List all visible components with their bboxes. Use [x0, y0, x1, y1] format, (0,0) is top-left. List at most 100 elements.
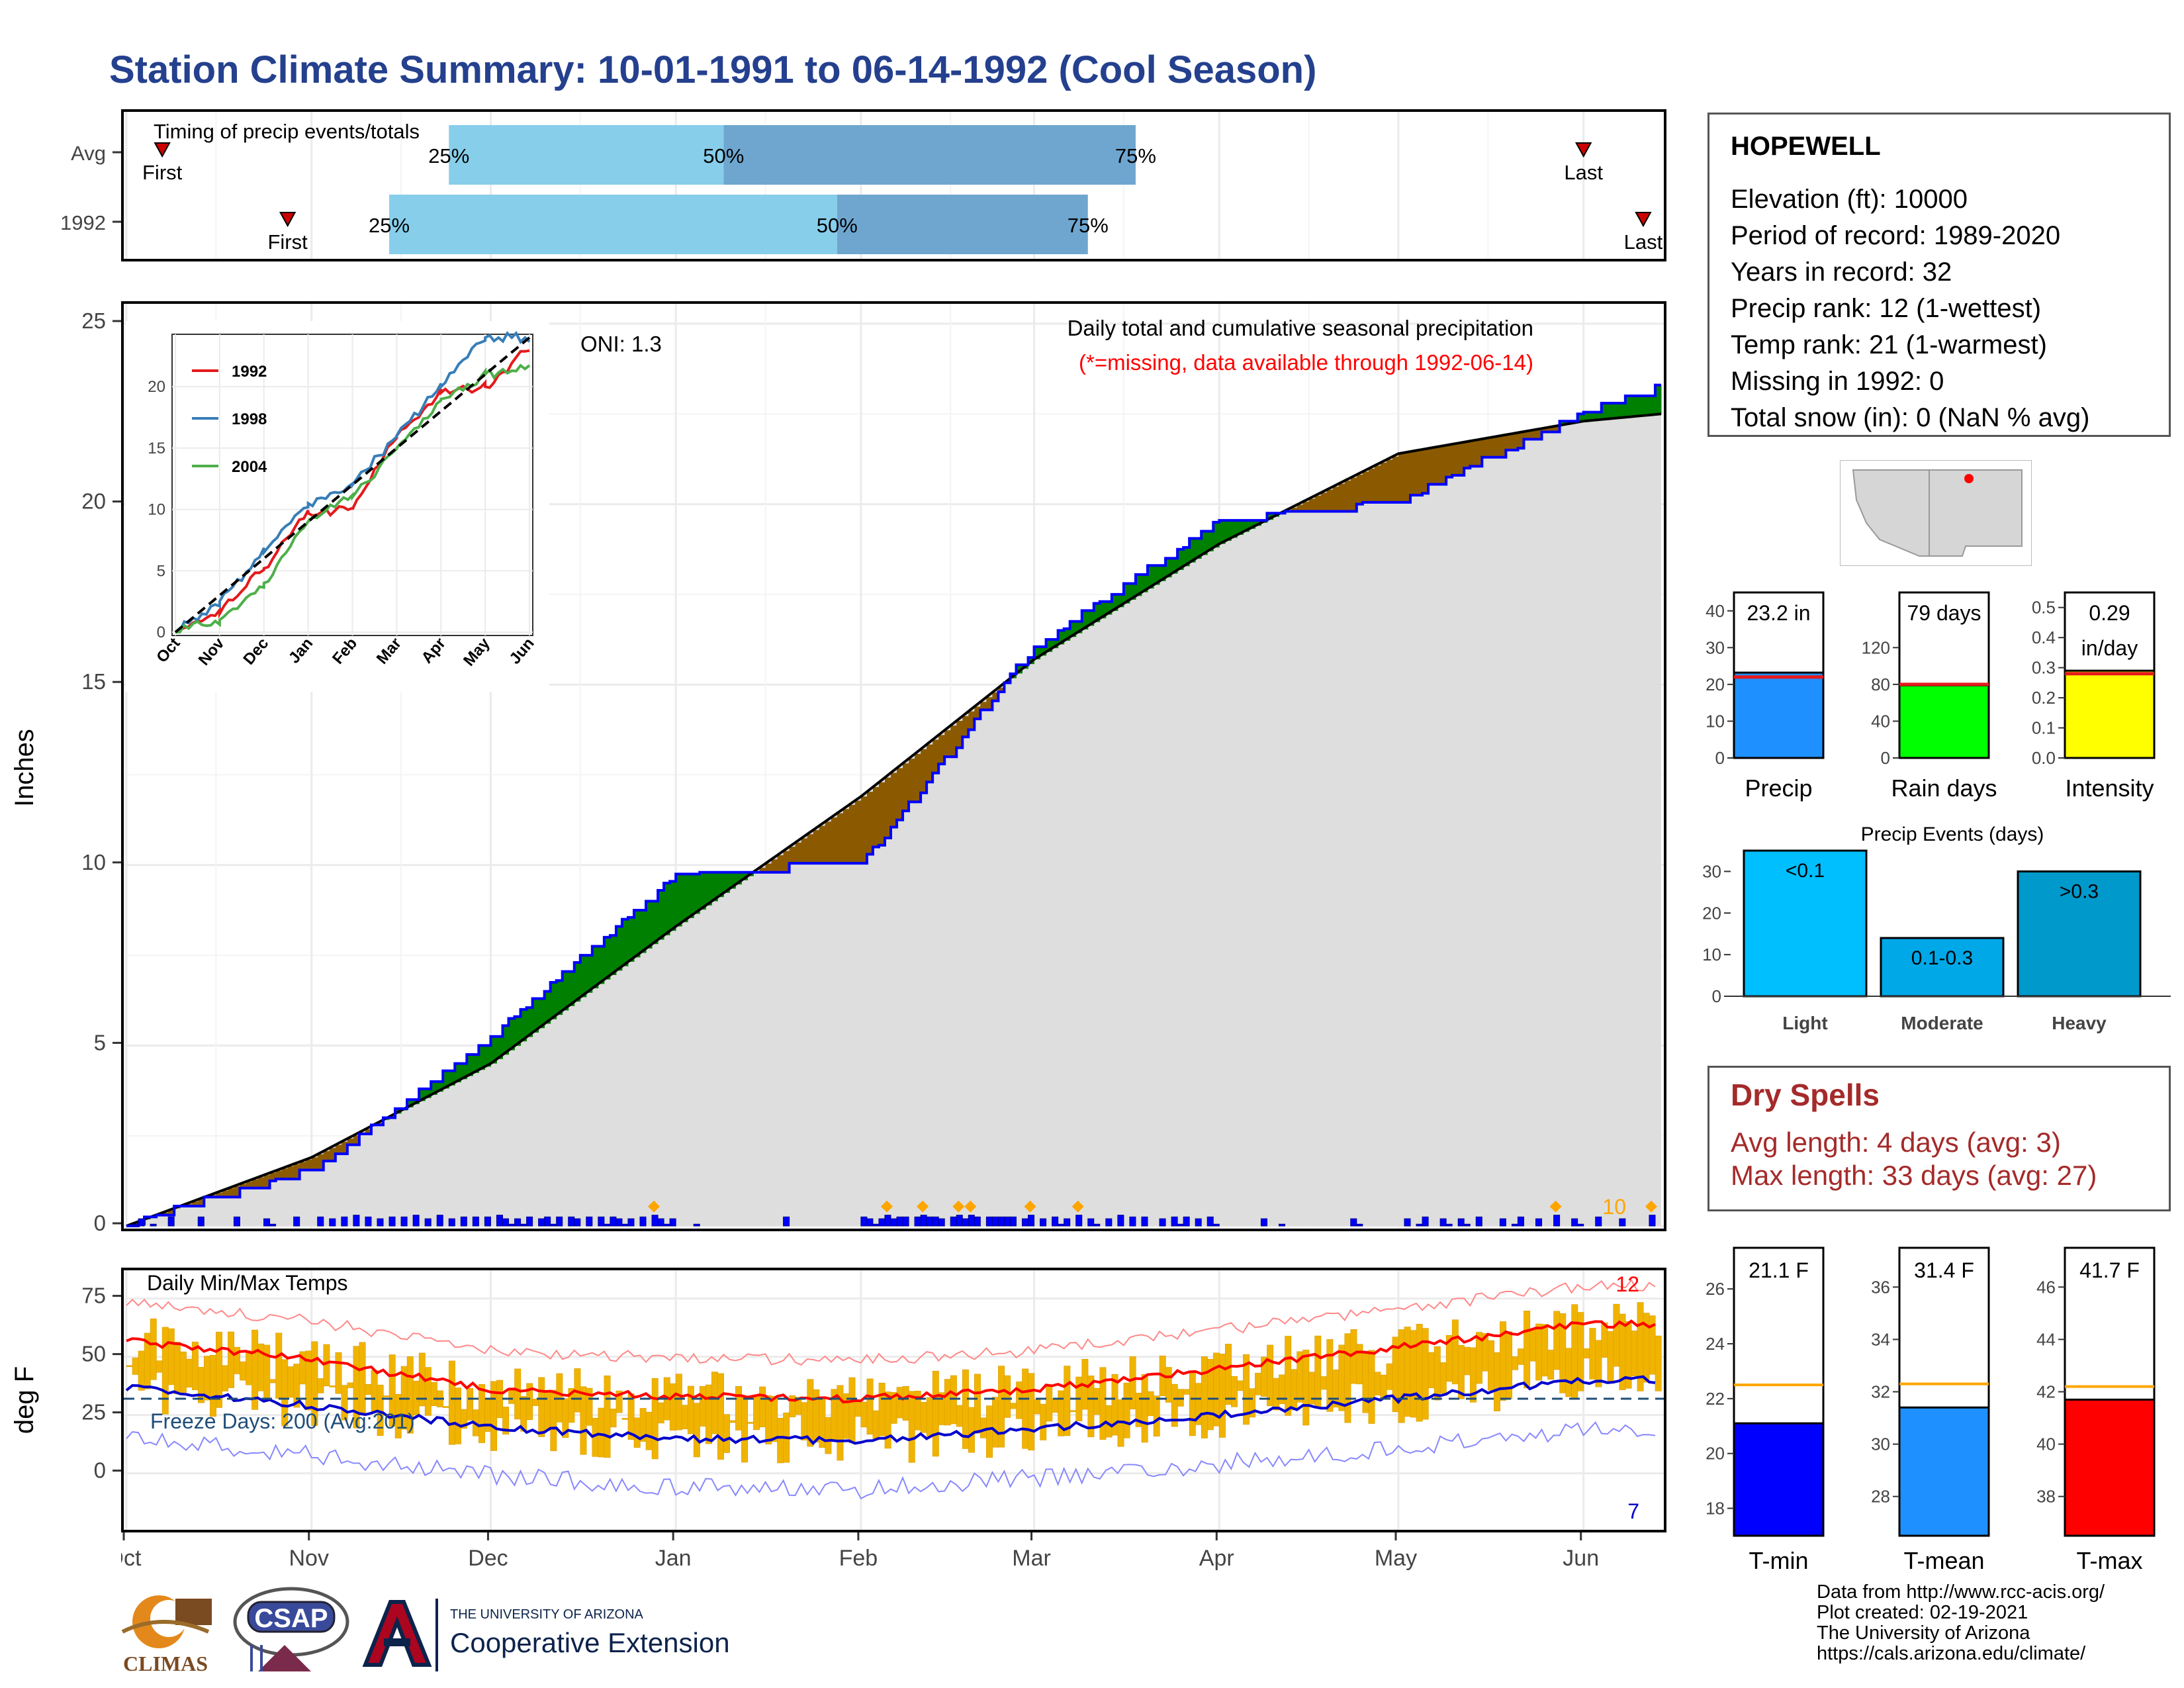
temp-bar-tick: 26 — [1706, 1279, 1725, 1299]
heavy-event-marker — [1024, 1200, 1036, 1213]
cumulative-diff-segment — [1302, 501, 1310, 512]
daily-temp-bar — [1249, 1388, 1256, 1418]
cumulative-diff-segment — [866, 792, 874, 855]
daily-temp-bar — [1016, 1382, 1023, 1419]
daily-temp-bar — [956, 1405, 963, 1427]
daily-precip-bar — [657, 1218, 664, 1227]
daily-precip-bar — [621, 1223, 629, 1227]
daily-temp-bar — [317, 1378, 324, 1393]
daily-temp-bar — [1314, 1335, 1322, 1407]
cumulative-diff-segment — [1081, 610, 1089, 630]
summary-value: 0.29 — [2089, 601, 2130, 625]
daily-precip-bar — [1105, 1218, 1113, 1227]
cumulative-diff-segment — [878, 782, 886, 845]
daily-precip-bar — [1416, 1223, 1423, 1227]
daily-temp-bar — [657, 1402, 664, 1424]
daily-temp-bar — [1595, 1340, 1602, 1387]
cumulative-diff-segment — [664, 883, 670, 935]
daily-temp-bar — [1518, 1348, 1525, 1365]
cumulative-diff-segment — [903, 763, 909, 812]
daily-temp-bar — [442, 1406, 449, 1408]
cumulative-diff-segment — [263, 1175, 271, 1188]
temp-bar-tick: 40 — [2036, 1434, 2056, 1454]
daily-temp-bar — [586, 1387, 593, 1426]
page-title: Station Climate Summary: 10-01-1991 to 0… — [109, 48, 1317, 91]
timing-last-label: Last — [1624, 230, 1663, 254]
daily-precip-bar — [610, 1216, 617, 1227]
temp-bar-tick: 42 — [2036, 1382, 2056, 1402]
cumulative-diff-segment — [933, 739, 939, 773]
inset-average-line — [174, 336, 531, 633]
month-label: Mar — [1012, 1546, 1051, 1571]
cumulative-diff-segment — [688, 874, 694, 918]
daily-precip-bar — [400, 1216, 408, 1227]
temp-bar-tick: 32 — [1871, 1382, 1890, 1402]
daily-temp-bar — [1607, 1331, 1614, 1384]
daily-precip-bar — [1195, 1218, 1202, 1227]
month-label: Oct — [121, 1546, 142, 1571]
daily-precip-bar — [1499, 1218, 1506, 1227]
event-bar-label: >0.3 — [2060, 880, 2099, 902]
daily-precip-bar — [377, 1218, 384, 1227]
daily-precip-bar — [872, 1223, 880, 1227]
temp-bar-tick: 22 — [1706, 1389, 1725, 1409]
cumulative-diff-segment — [1219, 520, 1226, 544]
summary-bar — [1898, 684, 1990, 759]
daily-temp-bar — [1541, 1324, 1549, 1377]
daily-temp-bar — [191, 1341, 199, 1390]
cumulative-diff-segment — [986, 697, 993, 710]
cumulative-diff-segment — [1386, 459, 1393, 502]
cumulative-diff-segment — [508, 1018, 516, 1051]
cumulative-diff-segment — [1308, 498, 1316, 512]
daily-temp-bar — [1457, 1344, 1465, 1399]
daily-precip-bar — [1093, 1223, 1101, 1227]
record-min-line — [126, 1421, 1656, 1500]
daily-temp-bar — [1093, 1387, 1101, 1415]
daily-temp-bar — [1099, 1367, 1107, 1440]
timing-75-label: 75% — [1115, 144, 1156, 167]
cumulative-diff-segment — [998, 687, 1005, 692]
inset-legend-label: 1992 — [232, 363, 267, 381]
cumulative-diff-segment — [735, 872, 742, 885]
credit-line: The University of Arizona — [1817, 1622, 2030, 1644]
cumulative-diff-segment — [586, 955, 593, 993]
timing-last-marker — [1635, 212, 1652, 228]
cumulative-diff-segment — [658, 890, 664, 940]
daily-precip-bar — [568, 1216, 575, 1227]
daily-precip-bar — [604, 1223, 611, 1227]
daily-temp-bar — [263, 1344, 271, 1398]
inset-x-tick: May — [460, 634, 494, 670]
daily-temp-bar — [741, 1395, 749, 1463]
observed-cumulative-line — [126, 383, 1661, 1227]
inset-y-tick: 10 — [148, 501, 165, 519]
daily-temp-bar — [723, 1414, 730, 1453]
cumulative-diff-segment — [1135, 574, 1142, 596]
cumulative-diff-segment — [269, 1172, 277, 1181]
daily-temp-bar — [371, 1370, 378, 1413]
cumulative-diff-segment — [968, 711, 975, 730]
heavy-event-marker — [880, 1200, 893, 1213]
cumulative-diff-segment — [627, 917, 635, 962]
daily-temp-bar — [222, 1365, 228, 1391]
events-tick: 20 — [1702, 903, 1721, 923]
timing-last-label: Last — [1564, 161, 1603, 184]
cumulative-diff-segment — [819, 825, 826, 864]
daily-precip-bar — [991, 1216, 999, 1227]
info-row: Elevation (ft): 10000 — [1731, 185, 1968, 214]
cumulative-diff-segment — [443, 1070, 449, 1089]
event-category: Light — [1782, 1013, 1827, 1033]
inset-y-tick: 15 — [148, 440, 165, 457]
temp-bar-tick: 18 — [1706, 1499, 1725, 1519]
dry-spells-title: Dry Spells — [1731, 1078, 1880, 1112]
daily-precip-bar — [502, 1218, 509, 1227]
ua-a-icon — [362, 1600, 432, 1667]
events-title: Precip Events (days) — [1861, 823, 2044, 845]
cumulative-diff-segment — [1249, 520, 1255, 529]
credit-line: https://cals.arizona.edu/climate/ — [1817, 1643, 2086, 1664]
inset-y-tick: 5 — [157, 562, 165, 580]
daily-temp-bar — [866, 1378, 874, 1435]
cumulative-diff-segment — [938, 735, 945, 765]
timing-bar-50-75 — [723, 125, 1136, 185]
daily-temp-bar — [1255, 1372, 1262, 1395]
events-tick: 10 — [1702, 945, 1721, 964]
